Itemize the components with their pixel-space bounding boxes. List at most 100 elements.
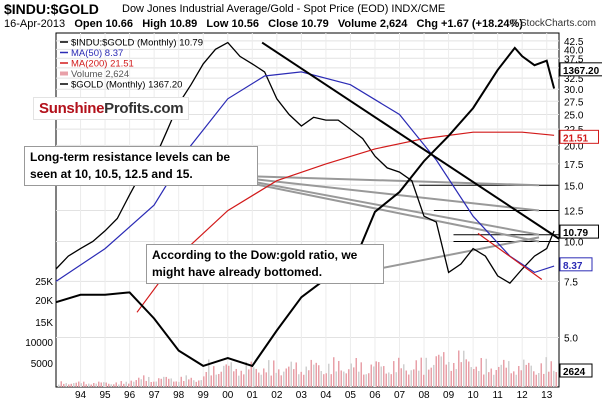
volume-bar — [455, 369, 457, 387]
volume-bar — [535, 374, 537, 387]
volume-bar — [298, 374, 300, 387]
volume-bar — [283, 371, 285, 387]
trend-line-main — [261, 41, 560, 240]
volume-bar — [208, 359, 210, 387]
volume-bar — [318, 365, 320, 387]
volume-bar — [203, 376, 205, 387]
volume-bar — [365, 374, 367, 387]
volume-bar — [120, 381, 122, 387]
volume-bar — [525, 364, 527, 387]
volume-bar — [215, 374, 217, 387]
volume-bar — [180, 376, 182, 387]
volume-bar — [550, 361, 552, 387]
volume-bar — [543, 373, 545, 387]
x-axis-tick-label: 11 — [492, 390, 503, 401]
x-axis-tick-label: 96 — [124, 390, 136, 401]
badge-gold-price: 1367.20 — [559, 62, 602, 77]
volume-bar — [195, 381, 197, 387]
volume-bar — [448, 361, 450, 387]
volume-bar — [240, 370, 242, 387]
volume-bar — [105, 382, 107, 387]
volume-bar — [423, 374, 425, 387]
volume-bar — [488, 372, 490, 387]
volume-bar — [183, 381, 185, 387]
volume-bar — [258, 372, 260, 387]
volume-bar — [545, 357, 547, 387]
volume-bar — [323, 374, 325, 387]
volume-bar — [93, 383, 95, 387]
volume-bar — [320, 371, 322, 387]
volume-bar — [435, 356, 437, 387]
volume-bar — [83, 381, 85, 387]
volume-bar — [340, 370, 342, 387]
stat-date: 16-Apr-2013 — [4, 18, 66, 30]
volume-bar — [65, 383, 67, 387]
volume-bar — [373, 366, 375, 387]
x-axis-tick-label: 95 — [100, 390, 112, 401]
volume-bar — [503, 359, 505, 387]
volume-bar — [225, 364, 227, 387]
volume-bar — [133, 381, 135, 387]
volume-bar — [505, 367, 507, 387]
volume-bar — [443, 352, 445, 387]
right-axis-tick-label: 30.0 — [564, 85, 584, 96]
volume-bar — [63, 383, 65, 387]
volume-bar — [493, 374, 495, 387]
volume-bar — [468, 361, 470, 387]
volume-bar — [368, 373, 370, 387]
volume-bar — [160, 378, 162, 387]
volume-bar — [150, 381, 152, 387]
stat-low: Low 10.56 — [206, 18, 259, 30]
volume-bar — [348, 369, 350, 387]
volume-bar — [478, 371, 480, 387]
volume-bar — [475, 366, 477, 387]
legend-item-label: MA(200) 21.51 — [71, 59, 134, 70]
volume-bar — [428, 369, 430, 387]
volume-bar — [400, 368, 402, 387]
value-badges: 1367.20 21.51 10.79 8.37 2624 — [559, 62, 602, 378]
volume-bar — [310, 359, 312, 387]
volume-bar — [308, 370, 310, 387]
volume-bar — [60, 381, 62, 387]
stockcharts-credit[interactable]: © StockCharts.com — [509, 18, 596, 29]
right-axis-tick-label: 15.0 — [564, 181, 584, 192]
volume-bar — [513, 371, 515, 387]
volume-bar — [140, 379, 142, 387]
volume-bar — [123, 383, 125, 387]
volume-bar — [530, 365, 532, 387]
volume-bar — [473, 369, 475, 387]
volume-bar — [303, 374, 305, 387]
left-axis-tick-label: 25K — [35, 277, 53, 288]
volume-bar — [253, 367, 255, 387]
volume-bar — [425, 357, 427, 387]
volume-bar — [498, 366, 500, 387]
volume-bar — [113, 384, 115, 387]
volume-bar — [390, 374, 392, 387]
badge-text: 21.51 — [563, 133, 588, 144]
trend-line-short — [477, 232, 543, 281]
volume-bar — [408, 374, 410, 387]
volume-bar — [255, 368, 257, 387]
volume-bar — [438, 354, 440, 387]
volume-bar — [125, 381, 127, 387]
annotation-arrow — [371, 236, 540, 271]
volume-bar — [128, 383, 130, 387]
volume-bar — [465, 359, 467, 387]
volume-bar — [490, 368, 492, 387]
badge-box — [559, 257, 593, 272]
volume-bar — [363, 374, 365, 387]
volume-bar — [103, 382, 105, 387]
volume-bar — [508, 361, 510, 387]
volume-bar — [138, 377, 140, 387]
volume-bar — [403, 364, 405, 387]
volume-bar — [250, 361, 252, 387]
legend-item-label: MA(50) 8.37 — [71, 48, 123, 59]
volume-bar — [350, 363, 352, 387]
badge-text: 8.37 — [563, 261, 583, 272]
volume-bar — [395, 372, 397, 387]
x-axis-tick-label: 97 — [149, 390, 161, 401]
volume-bar — [358, 371, 360, 387]
right-axis-tick-label: 37.5 — [564, 54, 584, 65]
series-line-1 — [55, 71, 555, 282]
volume-bar — [190, 377, 192, 387]
